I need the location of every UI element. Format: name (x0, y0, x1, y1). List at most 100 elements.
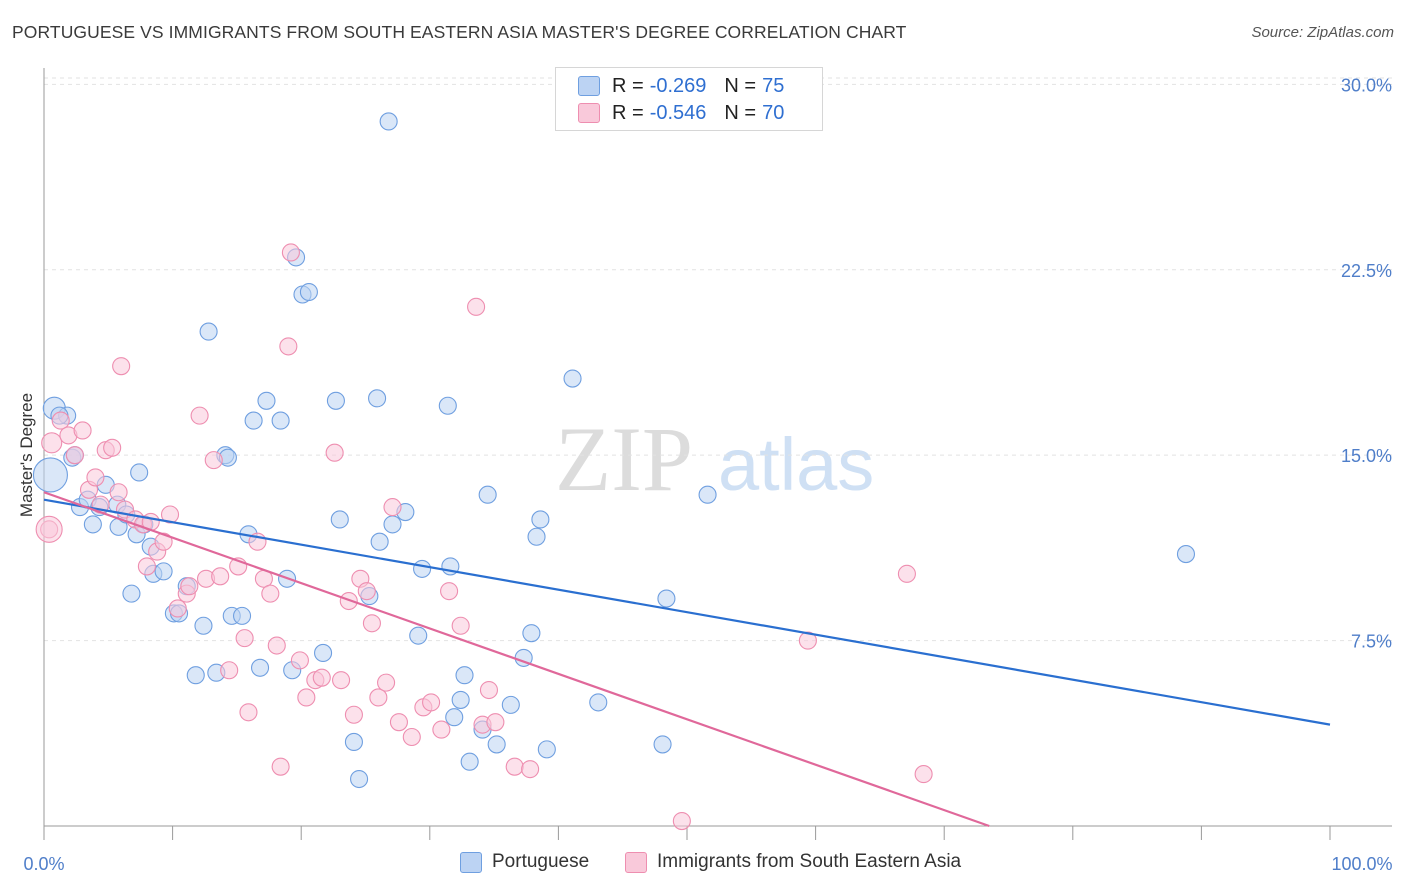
portuguese-point (657, 589, 676, 608)
portuguese-point (455, 666, 474, 685)
sea-immigrant-point (235, 629, 254, 648)
portuguese-point (154, 562, 173, 581)
sea-immigrant-point (297, 688, 316, 707)
sea-immigrant-point (180, 577, 199, 596)
legend-swatch-pink (578, 103, 600, 123)
portuguese-point (199, 322, 218, 341)
x-tick-label: 100.0% (1331, 854, 1392, 874)
sea-immigrant-point (51, 411, 70, 430)
sea-immigrant-point (357, 582, 376, 601)
sea-immigrant-point (271, 757, 290, 776)
portuguese-point (383, 515, 402, 534)
series-legend: Portuguese Immigrants from South Eastern… (0, 851, 1406, 877)
legend-r-label: R = (612, 74, 644, 97)
sea-immigrant-point (467, 297, 486, 316)
sea-immigrant-point (672, 812, 691, 831)
sea-immigrant-point (154, 532, 173, 551)
sea-immigrant-points (35, 243, 933, 831)
portuguese-point (438, 396, 457, 415)
portuguese-point (589, 693, 608, 712)
portuguese-point (299, 282, 318, 302)
sea-immigrant-point (168, 599, 187, 618)
portuguese-point (257, 391, 276, 410)
portuguese-point (194, 616, 213, 635)
sea-immigrant-point (362, 614, 381, 633)
portuguese-trend-line (43, 498, 1331, 726)
portuguese-point (370, 532, 389, 551)
sea-immigrant-point (505, 757, 524, 776)
portuguese-point (501, 695, 520, 714)
legend-swatch-blue (460, 851, 482, 873)
sea-immigrant-point (402, 727, 421, 747)
sea-immigrant-point (451, 616, 470, 635)
sea-immigrant-point (112, 357, 131, 376)
portuguese-point (1176, 545, 1196, 564)
portuguese-point (563, 369, 582, 388)
sea-immigrant-point (798, 631, 817, 650)
portuguese-point (344, 732, 363, 751)
portuguese-point (368, 389, 387, 408)
sea-immigrant-point (160, 505, 180, 524)
legend-item-sea[interactable]: Immigrants from South Eastern Asia (625, 851, 961, 873)
sea-immigrant-point (281, 243, 300, 262)
sea-immigrant-point (377, 673, 396, 692)
tick-labels: 7.5% 15.0% 22.5% 30.0% 0.0% 100.0% (23, 75, 1392, 874)
portuguese-point (130, 463, 149, 482)
watermark: ZIP atlas (555, 408, 874, 510)
sea-immigrant-point (279, 337, 298, 356)
sea-immigrant-point (432, 720, 451, 739)
legend-n-value: 75 (762, 74, 785, 97)
legend-swatch-pink (625, 851, 647, 873)
sea-immigrant-point (440, 582, 459, 601)
chart-title: PORTUGUESE VS IMMIGRANTS FROM SOUTH EAST… (12, 22, 907, 42)
portuguese-point (522, 624, 541, 643)
portuguese-point (445, 708, 464, 727)
sea-immigrant-point (41, 432, 63, 454)
legend-item-portuguese[interactable]: Portuguese (460, 851, 589, 873)
portuguese-point (413, 559, 432, 578)
sea-immigrant-point (204, 451, 223, 470)
y-tick-label: 7.5% (1351, 632, 1392, 652)
source-credit: Source: ZipAtlas.com (1251, 24, 1394, 41)
sea-immigrant-point (267, 636, 286, 655)
sea-immigrant-point (109, 483, 128, 502)
portuguese-point (244, 411, 263, 430)
sea-immigrant-trend-line (43, 491, 990, 828)
portuguese-point (409, 626, 428, 645)
portuguese-point (122, 584, 141, 603)
sea-immigrant-point (239, 703, 258, 722)
legend-n-label: N = (724, 74, 757, 97)
sea-immigrant-point (35, 515, 63, 543)
portuguese-point (271, 411, 290, 430)
portuguese-point (698, 485, 717, 504)
legend-n-label: N = (724, 101, 757, 124)
sea-immigrant-point (190, 406, 209, 425)
legend-label-portuguese: Portuguese (492, 851, 590, 872)
sea-immigrant-point (521, 760, 540, 779)
portuguese-point (478, 485, 497, 504)
sea-immigrant-point (344, 705, 363, 724)
legend-r-label: R = (612, 101, 644, 124)
sea-immigrant-point (65, 446, 84, 465)
sea-immigrant-point (220, 661, 239, 680)
sea-immigrant-point (369, 688, 388, 707)
legend-swatch-blue (578, 76, 600, 96)
portuguese-point (460, 752, 479, 771)
legend-n-value: 70 (762, 101, 785, 124)
stats-legend: R = -0.269 N = 75 R = -0.546 N = 70 (555, 67, 823, 131)
sea-immigrant-point (383, 498, 402, 517)
legend-row-sea: R = -0.546 N = 70 (578, 100, 785, 126)
sea-immigrant-point (103, 438, 122, 457)
portuguese-point (83, 515, 102, 534)
portuguese-point (379, 112, 398, 131)
portuguese-point (537, 740, 556, 759)
portuguese-point (314, 643, 333, 663)
portuguese-point (527, 527, 546, 546)
y-tick-label: 15.0% (1341, 446, 1392, 466)
portuguese-point (653, 735, 672, 754)
watermark-zip: ZIP (555, 408, 693, 510)
sea-immigrant-point (73, 421, 92, 440)
portuguese-point (531, 510, 550, 529)
x-tick-label: 0.0% (23, 854, 64, 874)
